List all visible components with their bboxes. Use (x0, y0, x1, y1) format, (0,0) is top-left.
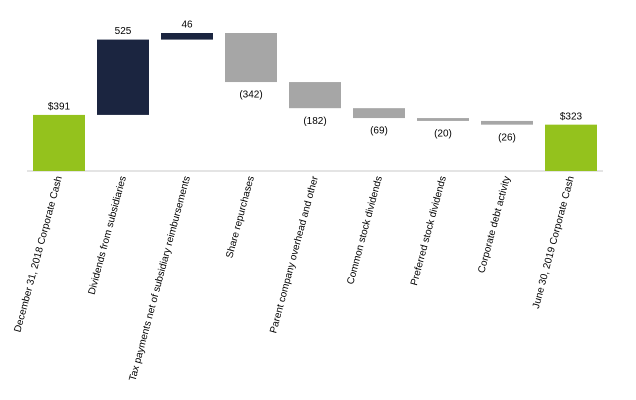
x-tick-label: Preferred stock dividends (409, 175, 449, 287)
x-tick-label: June 30, 2019 Corporate Cash (531, 175, 577, 310)
value-label: (182) (303, 116, 326, 127)
value-label: $323 (560, 111, 583, 122)
value-label: 46 (181, 20, 193, 31)
x-tick-label: Corporate debt activity (476, 175, 513, 274)
value-label: (342) (239, 90, 262, 101)
bar (545, 124, 597, 171)
bar (33, 114, 85, 171)
bar (225, 33, 277, 83)
value-label: 525 (115, 26, 132, 37)
bar (353, 108, 405, 119)
bar (481, 120, 533, 125)
value-label: (26) (498, 132, 516, 143)
x-tick-label: Share repurchases (224, 175, 256, 259)
x-tick-label: Dividends from subsidiaries (87, 175, 129, 296)
value-label: (20) (434, 129, 452, 140)
bar (289, 82, 341, 109)
bar (161, 33, 213, 40)
value-label: (69) (370, 126, 388, 137)
x-tick-label: Common stock dividends (345, 175, 385, 286)
x-tick-label: December 31, 2018 Corporate Cash (13, 175, 65, 334)
bar (417, 118, 469, 121)
x-tick-label: Parent company overhead and other (268, 174, 321, 334)
bar (97, 39, 149, 115)
x-tick-label: Tax payments net of subsidiary reimburse… (127, 175, 192, 382)
value-label: $391 (48, 102, 71, 113)
